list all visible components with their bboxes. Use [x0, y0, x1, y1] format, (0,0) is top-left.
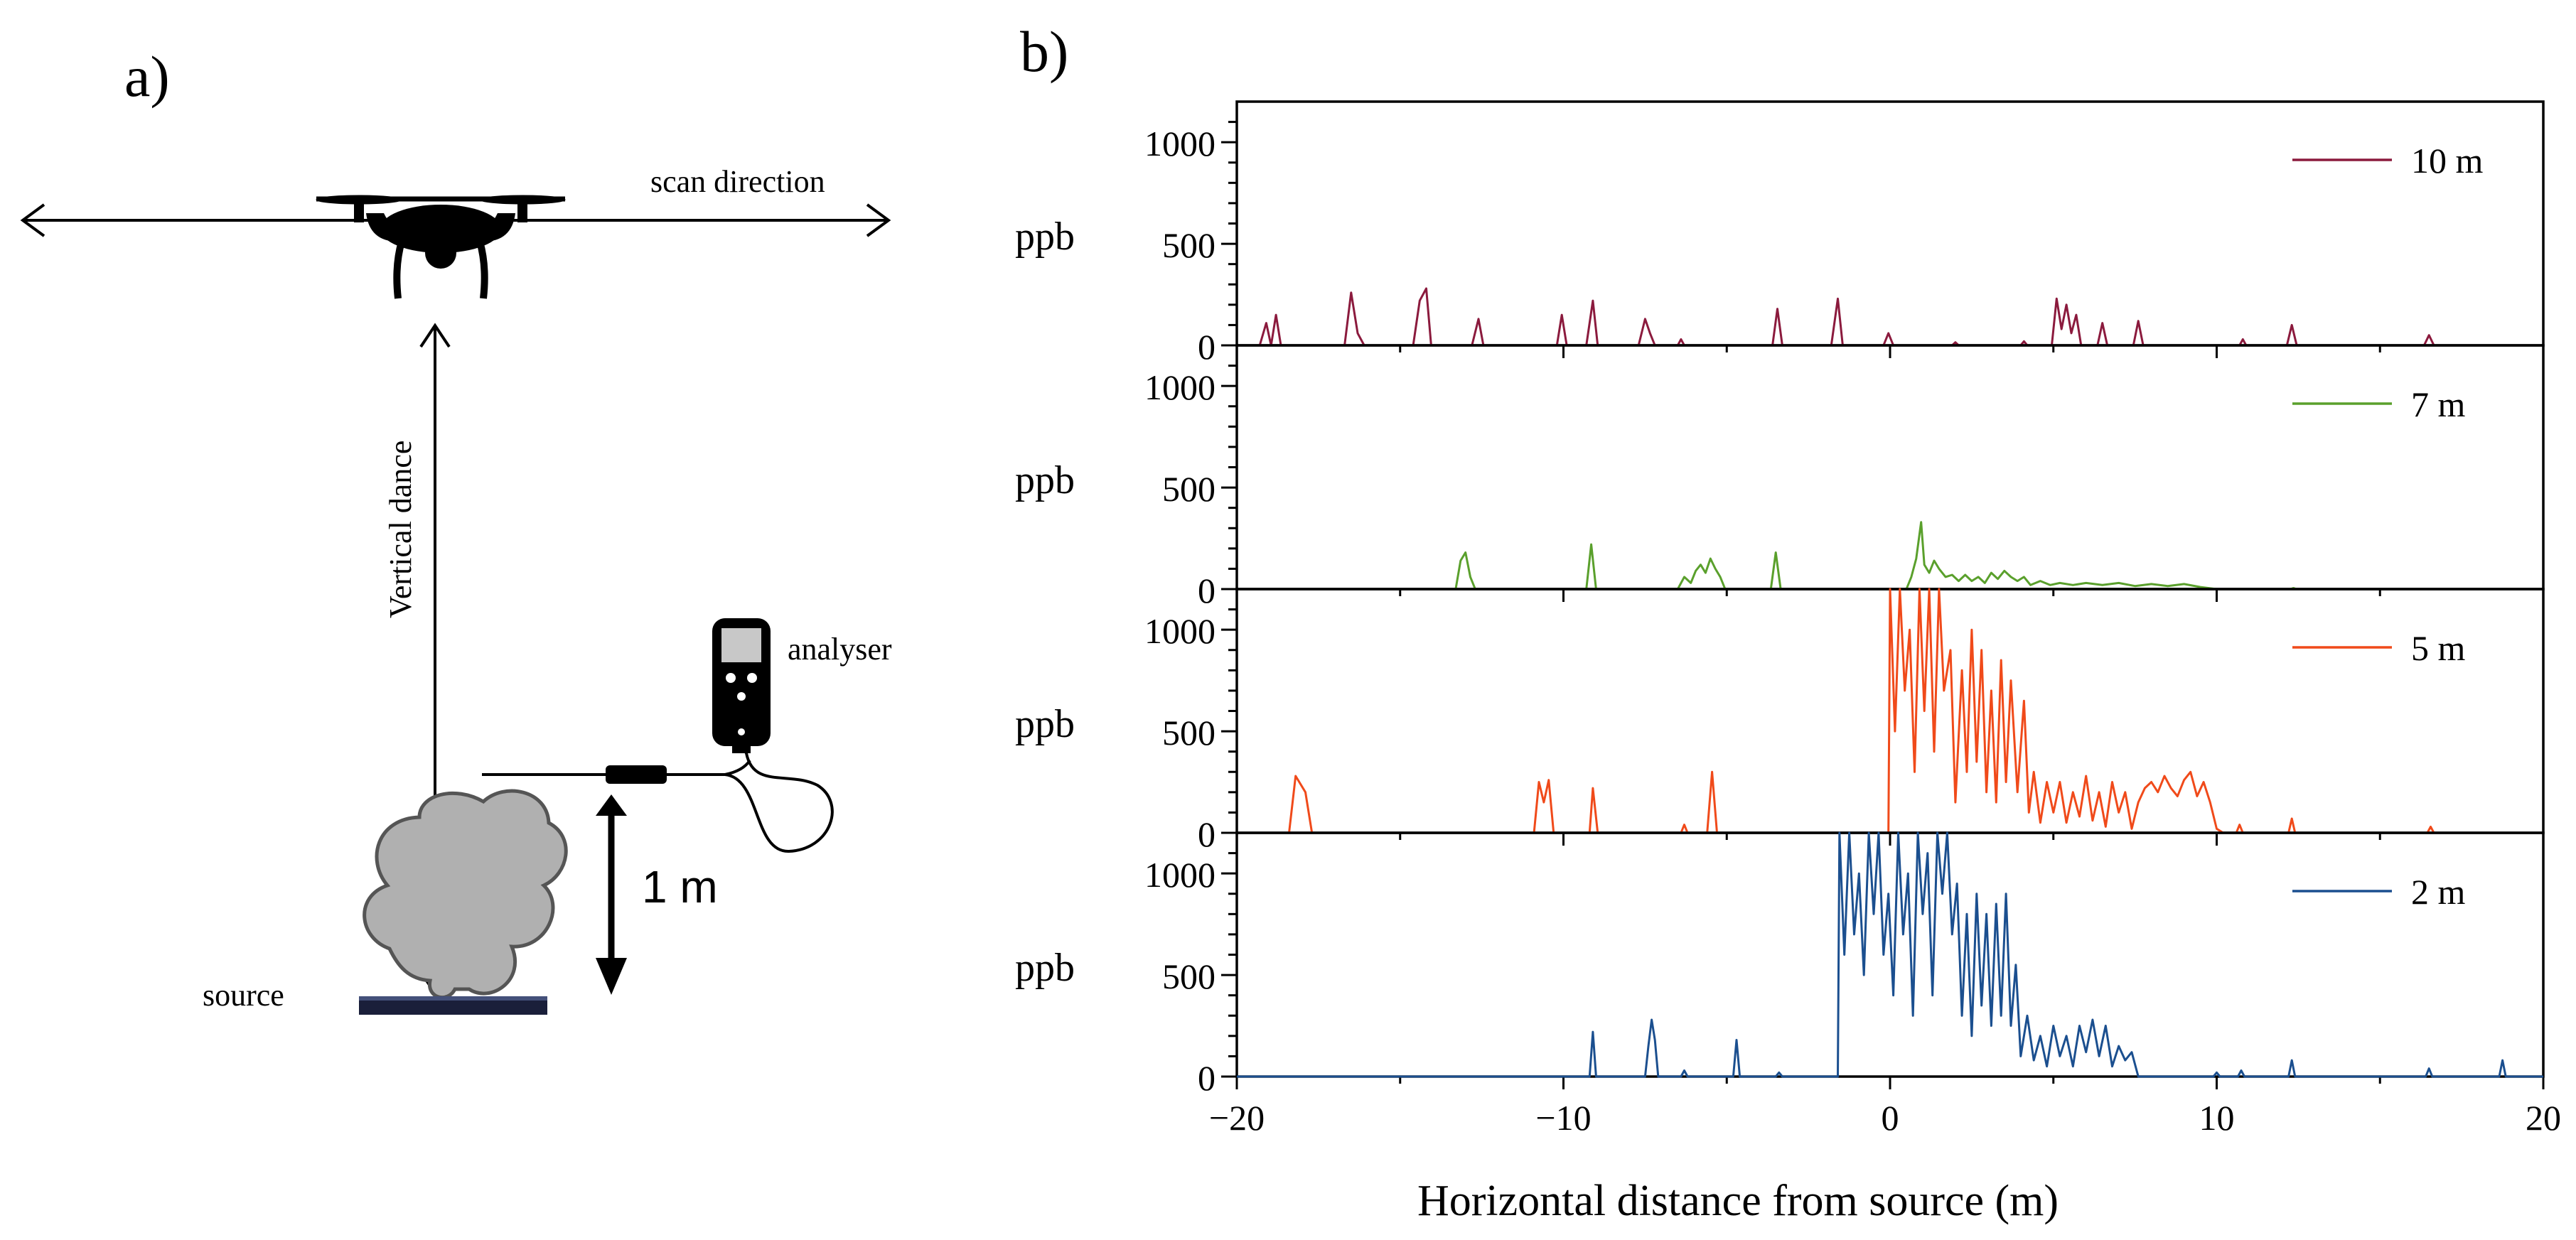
panel-frame	[1235, 344, 2545, 591]
chart-panel: 0 500 1000 ppb 5 m	[1015, 588, 2545, 854]
schematic-panel: a) scan direction Vertical dance source	[20, 44, 892, 1015]
y-tick-label: 1000	[1144, 367, 1215, 407]
y-tick-label: 500	[1162, 956, 1215, 996]
gas-cloud-icon	[363, 789, 568, 999]
chart-panel: 0 500 1000 ppb 2 m −20 −10 0 10 20	[1015, 831, 2561, 1138]
chart-panel: 0 500 1000 ppb 7 m	[1015, 344, 2545, 610]
legend-label: 10 m	[2411, 141, 2484, 180]
x-tick-label: 0	[1882, 1098, 1899, 1138]
y-tick-label: 1000	[1144, 124, 1215, 163]
y-tick-label: 1000	[1144, 611, 1215, 651]
series-line	[1237, 831, 2543, 1078]
panel-frame	[1235, 100, 2545, 347]
source-plate	[359, 996, 547, 1015]
y-axis-title: ppb	[1015, 702, 1075, 746]
vertical-dance-label: Vertical dance	[383, 441, 418, 618]
panel-frame	[1235, 831, 2545, 1078]
legend-label: 5 m	[2411, 628, 2466, 668]
x-tick-label: −20	[1209, 1098, 1265, 1138]
panel-b-label: b)	[1020, 19, 1068, 84]
height-label: 1 m	[642, 861, 718, 912]
x-tick-label: 20	[2526, 1098, 2561, 1138]
y-tick-label: 500	[1162, 225, 1215, 265]
y-tick-label: 500	[1162, 469, 1215, 509]
y-axis-title: ppb	[1015, 946, 1075, 990]
analyser-device-icon	[712, 618, 771, 753]
chart-panel: 0 500 1000 ppb 10 m	[1015, 100, 2545, 367]
legend-label: 2 m	[2411, 872, 2466, 912]
y-axis-title: ppb	[1015, 215, 1075, 259]
height-arrow	[596, 794, 627, 995]
y-tick-label: 1000	[1144, 855, 1215, 895]
x-tick-label: 10	[2199, 1098, 2235, 1138]
y-tick-label: 0	[1198, 327, 1215, 367]
y-tick-label: 0	[1198, 814, 1215, 854]
source-label: source	[203, 978, 284, 1013]
x-axis-title: Horizontal distance from source (m)	[1417, 1177, 2059, 1225]
inlet-tube	[482, 738, 834, 853]
x-tick-label: −10	[1535, 1098, 1591, 1138]
legend-label: 7 m	[2411, 384, 2466, 424]
y-tick-label: 500	[1162, 713, 1215, 753]
drone-icon	[316, 195, 566, 299]
y-tick-label: 0	[1198, 571, 1215, 610]
scan-direction-label: scan direction	[650, 164, 825, 199]
panel-a-label: a)	[124, 44, 170, 109]
series-line	[1237, 287, 2543, 347]
y-axis-title: ppb	[1015, 458, 1075, 502]
y-tick-label: 0	[1198, 1058, 1215, 1098]
series-line	[1237, 588, 2543, 834]
analyser-label: analyser	[788, 632, 892, 667]
series-line	[1237, 521, 2543, 591]
